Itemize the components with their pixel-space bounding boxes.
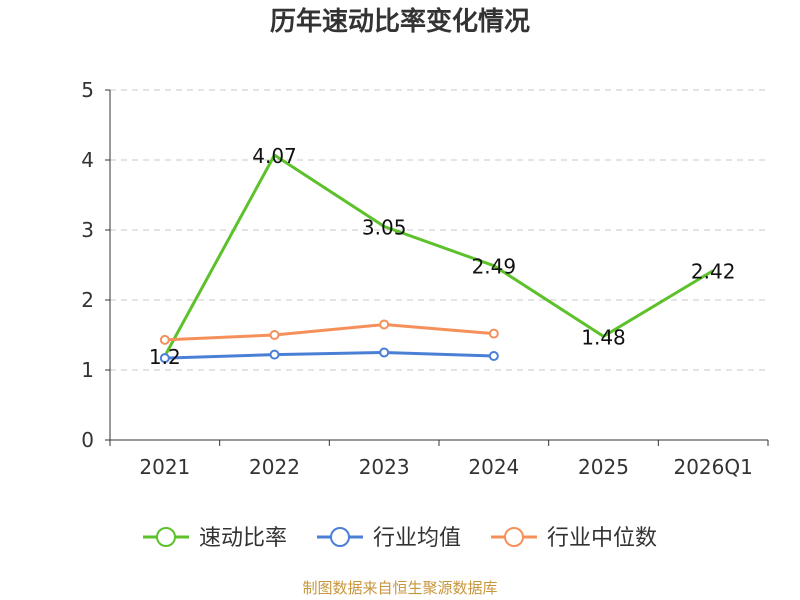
legend-marker-1 [330, 527, 350, 547]
x-tick-label: 2024 [468, 455, 519, 479]
data-label: 2.49 [472, 255, 517, 279]
legend-label-0: 速动比率 [199, 526, 287, 551]
y-tick-label: 3 [81, 218, 94, 242]
data-point [379, 347, 390, 358]
legend-label-1: 行业均值 [373, 526, 461, 551]
series-lines [159, 153, 714, 364]
y-tick-label: 1 [81, 358, 94, 382]
source-note: 制图数据来自恒生聚源数据库 [302, 579, 498, 597]
legend-label-2: 行业中位数 [547, 526, 657, 551]
data-point [488, 328, 499, 339]
x-tick-label: 2022 [249, 455, 300, 479]
data-label: 2.42 [691, 260, 736, 284]
data-point [269, 349, 280, 360]
data-point [269, 330, 280, 340]
x-tick-label: 2026Q1 [673, 455, 752, 479]
x-tick-label: 2025 [578, 455, 629, 479]
legend-marker-2 [504, 527, 524, 547]
series-line-0 [163, 153, 714, 357]
y-tick-label: 5 [81, 78, 94, 102]
series-line-1 [164, 351, 494, 360]
legend: 速动比率 行业均值 行业中位数 [143, 526, 657, 551]
x-tick-label: 2023 [359, 455, 410, 479]
data-point [488, 351, 499, 361]
data-point [379, 319, 390, 330]
data-label: 1.2 [149, 345, 181, 369]
data-label: 4.07 [252, 144, 297, 168]
data-label: 1.48 [581, 325, 626, 349]
y-tick-label: 0 [81, 428, 94, 452]
legend-marker-0 [156, 527, 176, 547]
axes: 0 1 2 3 4 5 2021 2022 2023 2024 2025 2026Q1 [81, 78, 769, 479]
y-tick-label: 2 [81, 288, 94, 312]
data-point [159, 334, 170, 345]
data-label: 3.05 [362, 216, 407, 240]
data-labels: 1.2 4.07 3.05 2.49 1.48 2.42 [149, 144, 736, 369]
chart-title: 历年速动比率变化情况 [269, 7, 530, 37]
series-line-2 [164, 323, 494, 342]
y-tick-label: 4 [81, 148, 94, 172]
x-tick-label: 2021 [139, 455, 190, 479]
data-point [159, 353, 170, 364]
